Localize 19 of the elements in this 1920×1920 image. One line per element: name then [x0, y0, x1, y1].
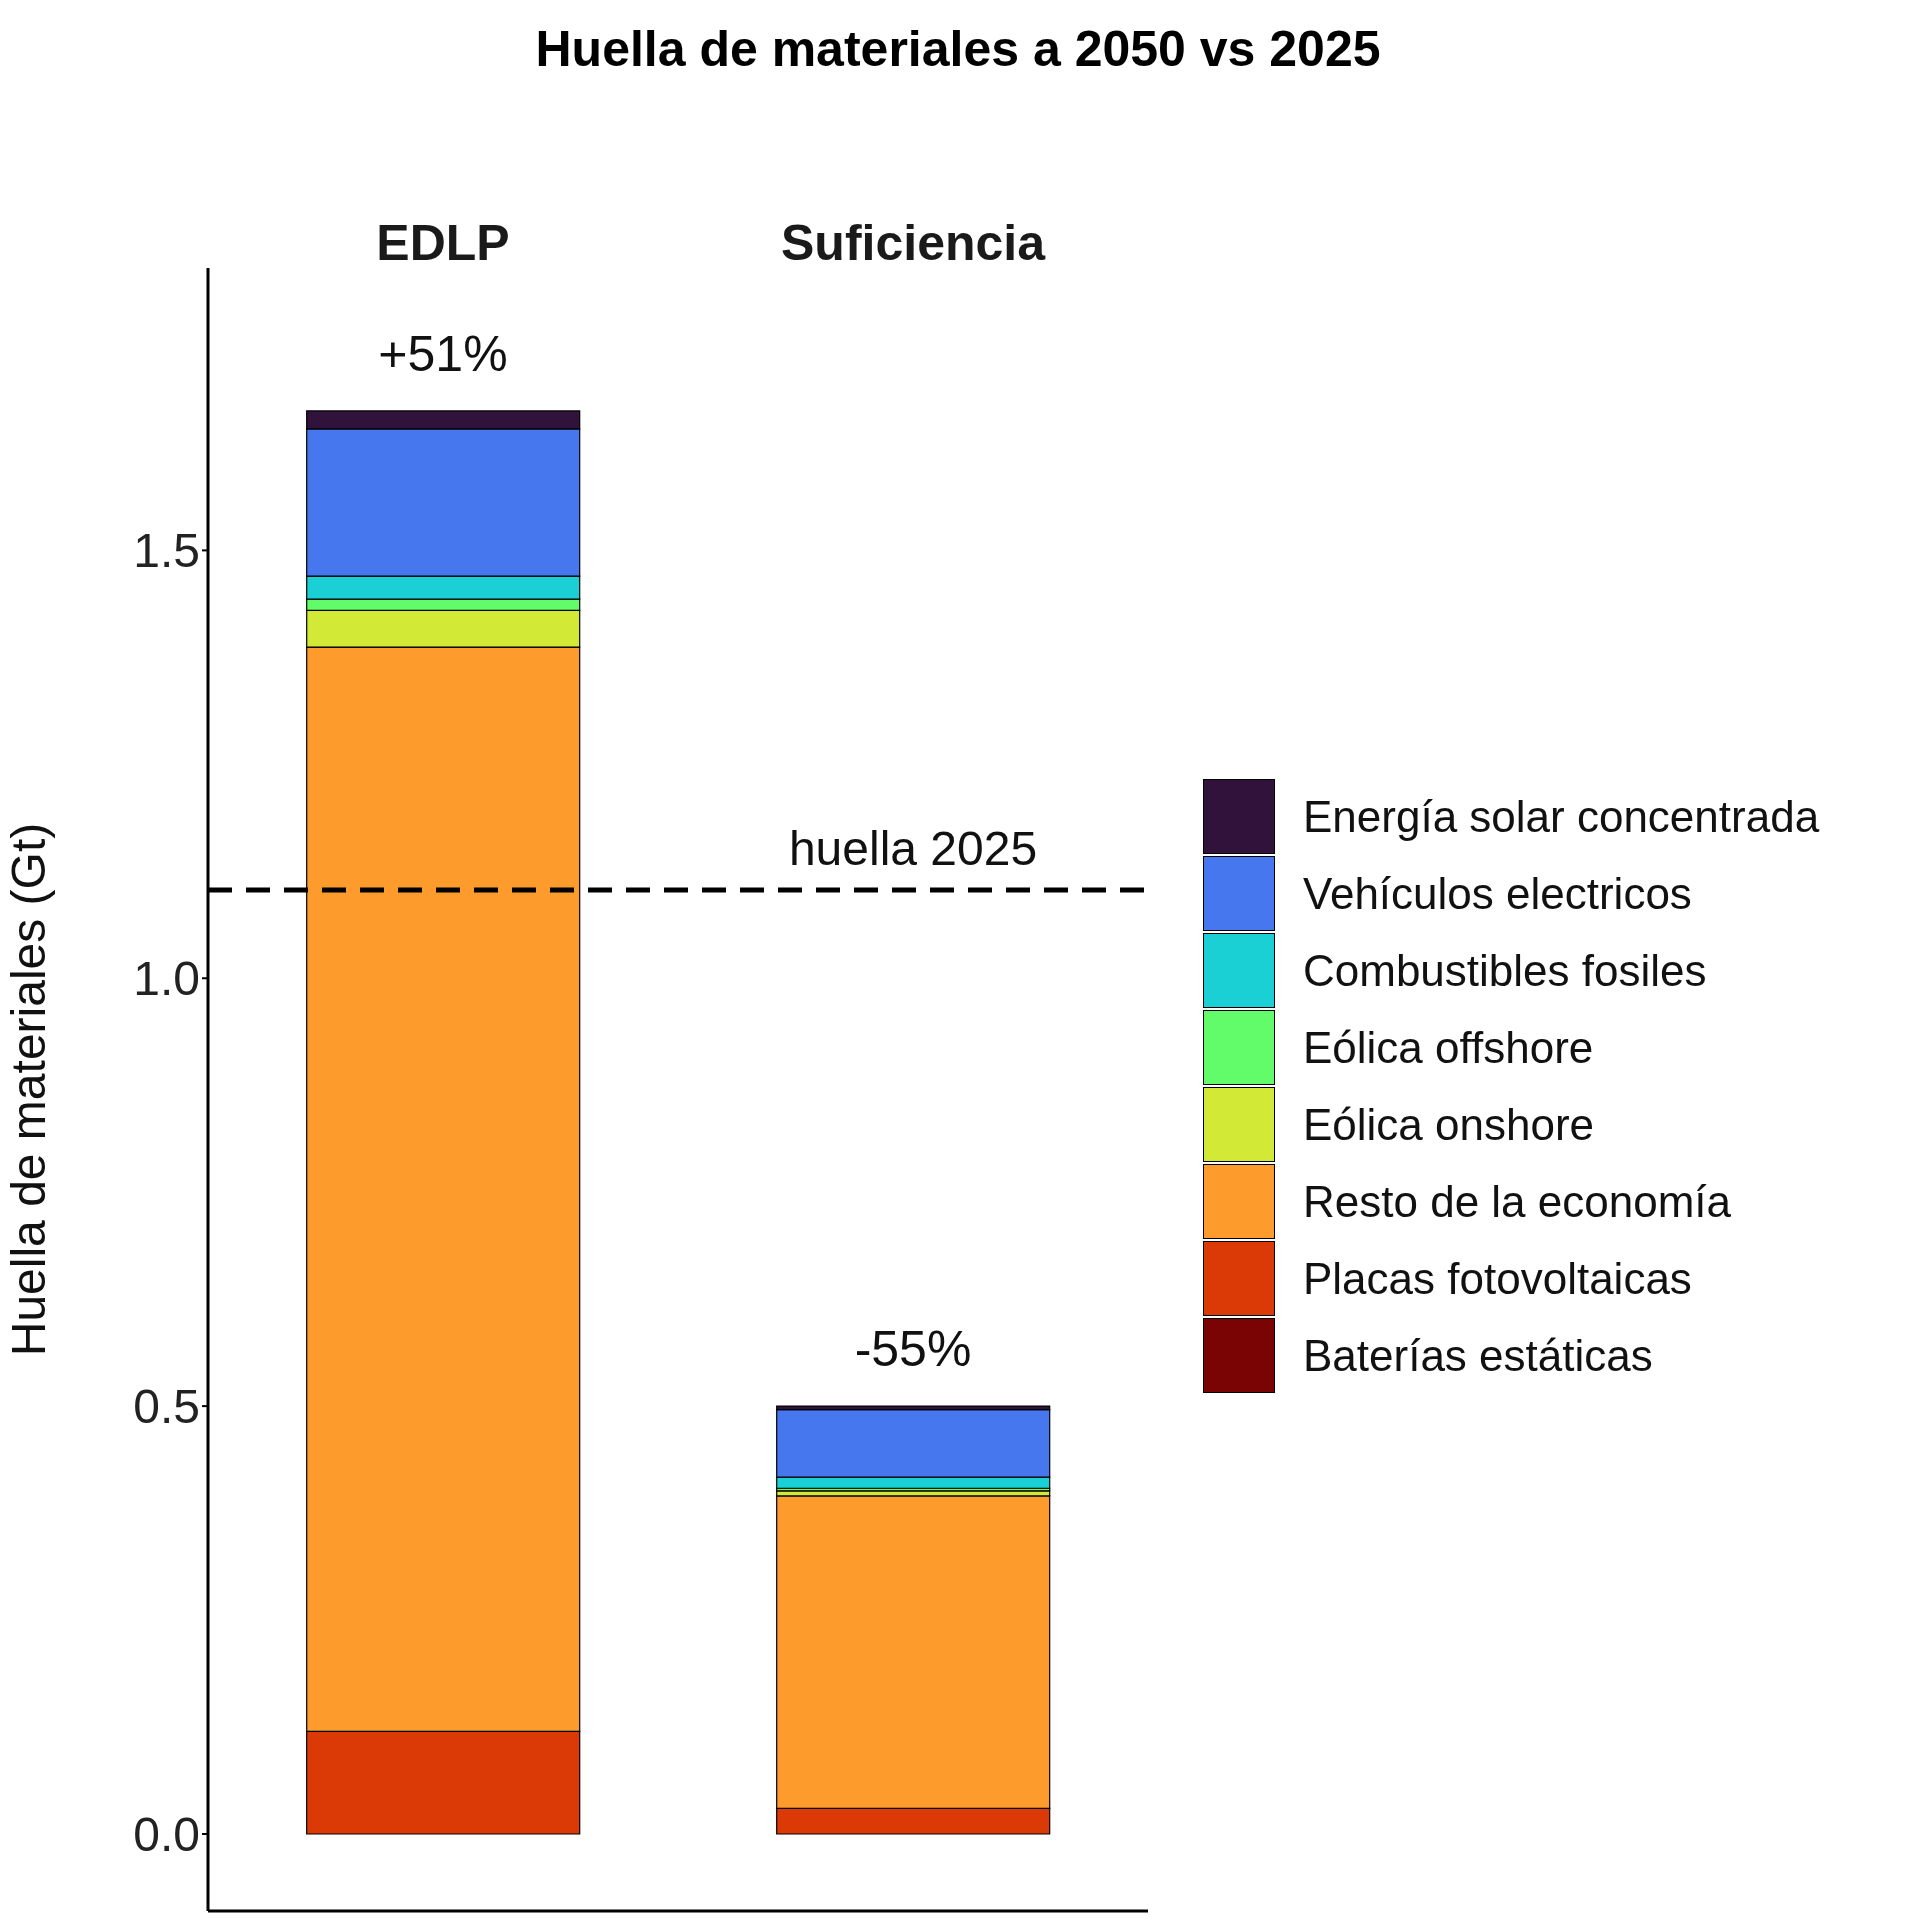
y-tick-label: 1.0 [133, 952, 200, 1006]
legend-label: Energía solar concentrada [1303, 791, 1820, 842]
legend-label: Placas fotovoltaicas [1303, 1253, 1692, 1304]
y-tick-label: 0.0 [133, 1808, 200, 1862]
legend-label: Baterías estáticas [1303, 1330, 1653, 1381]
legend-label: Eólica offshore [1303, 1022, 1594, 1073]
legend-label: Combustibles fosiles [1303, 945, 1707, 996]
chart-title: Huella de materiales a 2050 vs 2025 [534, 20, 1382, 78]
legend-label: Vehículos electricos [1303, 868, 1692, 919]
legend-label: Eólica onshore [1303, 1099, 1595, 1150]
legend-label: Resto de la economía [1303, 1176, 1732, 1227]
ref-line-label: huella 2025 [788, 822, 1038, 876]
x-tick-label: EDLP [376, 215, 510, 271]
y-tick-label: 0.5 [133, 1380, 200, 1434]
y-axis-title: Huella de materiales (Gt) [2, 822, 56, 1357]
annotation: +51% [378, 325, 508, 382]
x-tick-label: Suficiencia [781, 215, 1047, 271]
annotation: -55% [854, 1321, 972, 1378]
y-tick-label: 1.5 [133, 524, 200, 578]
